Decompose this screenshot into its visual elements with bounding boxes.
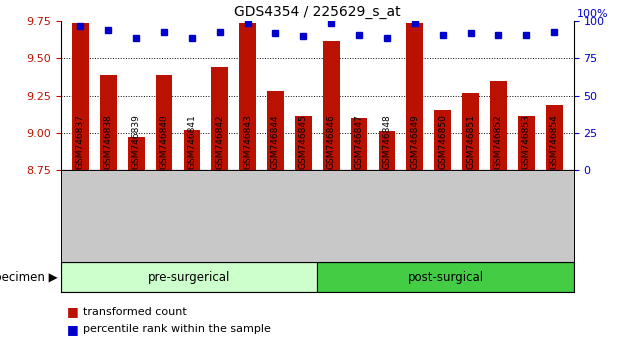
Bar xyxy=(490,81,507,170)
Bar xyxy=(156,75,172,170)
Text: pre-surgerical: pre-surgerical xyxy=(148,270,230,284)
Bar xyxy=(317,262,574,292)
Bar xyxy=(323,41,340,170)
Bar xyxy=(518,116,535,170)
Bar xyxy=(295,116,312,170)
Title: GDS4354 / 225629_s_at: GDS4354 / 225629_s_at xyxy=(234,5,401,19)
Bar xyxy=(435,110,451,170)
Bar xyxy=(406,23,423,170)
Bar xyxy=(351,118,367,170)
Bar xyxy=(128,137,144,170)
Bar xyxy=(183,130,200,170)
Bar xyxy=(100,75,117,170)
Bar xyxy=(239,23,256,170)
Bar xyxy=(546,104,563,170)
Text: 100%: 100% xyxy=(577,10,608,19)
Bar xyxy=(379,131,395,170)
Bar xyxy=(462,93,479,170)
Bar xyxy=(72,23,88,170)
Text: percentile rank within the sample: percentile rank within the sample xyxy=(83,324,271,334)
Bar xyxy=(61,262,317,292)
Text: ■: ■ xyxy=(67,323,83,336)
Text: post-surgical: post-surgical xyxy=(408,270,483,284)
Text: specimen ▶: specimen ▶ xyxy=(0,270,58,284)
Text: ■: ■ xyxy=(67,305,83,318)
Bar xyxy=(267,91,284,170)
Text: transformed count: transformed count xyxy=(83,307,187,316)
Bar xyxy=(212,67,228,170)
